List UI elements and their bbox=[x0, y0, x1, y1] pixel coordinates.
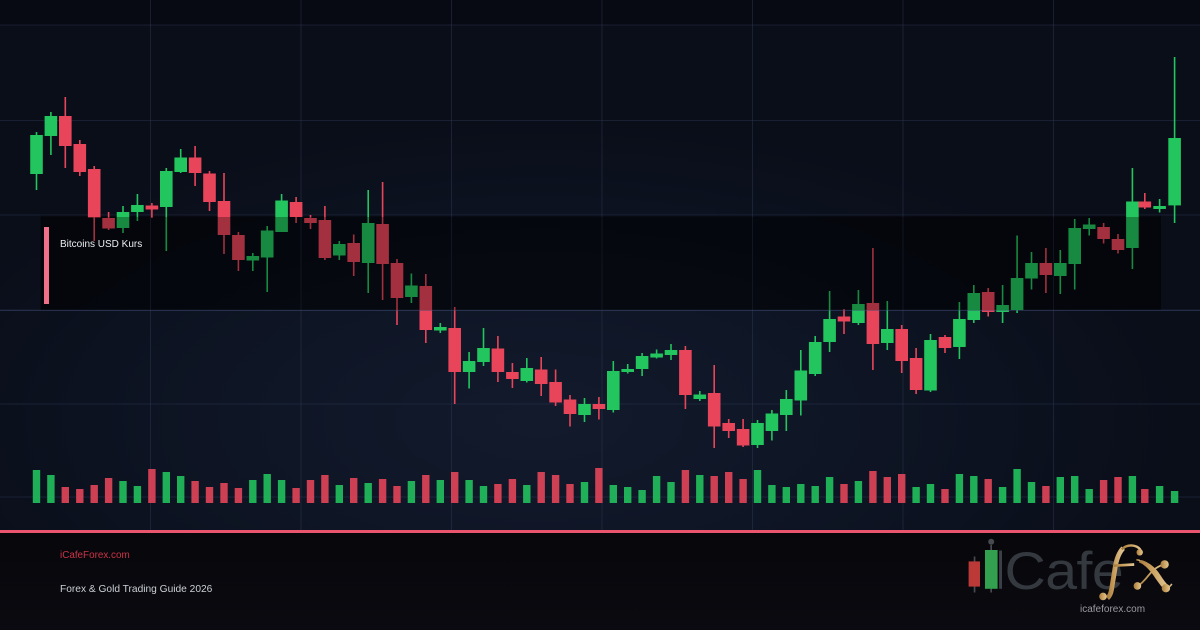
svg-text:icafeforex.com: icafeforex.com bbox=[1080, 604, 1145, 615]
svg-text:Cafe: Cafe bbox=[1005, 541, 1124, 600]
